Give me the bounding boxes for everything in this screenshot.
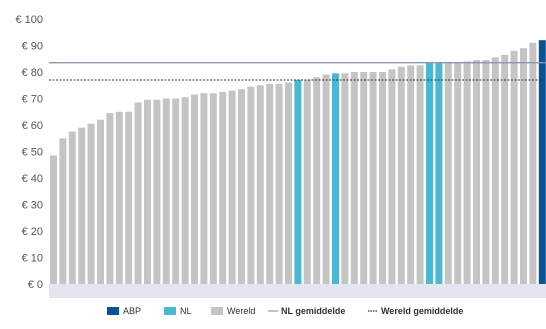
y-tick-label: € 0 xyxy=(28,279,43,291)
bar-world xyxy=(153,99,161,284)
bar-world xyxy=(285,82,292,284)
bar-world xyxy=(369,72,377,284)
bar-world xyxy=(68,131,76,284)
legend-item-abp: ABP xyxy=(107,306,141,316)
bar-world xyxy=(125,111,133,285)
bar-world xyxy=(106,113,114,284)
bar-world xyxy=(50,155,57,284)
y-tick-label: € 10 xyxy=(22,253,43,265)
y-tick-label: € 30 xyxy=(22,200,43,212)
legend-swatch-world xyxy=(211,307,223,315)
bar-world xyxy=(134,102,142,284)
bar-world xyxy=(209,93,217,284)
bar-abp xyxy=(538,40,546,285)
bar-world xyxy=(247,86,255,284)
bar-nl xyxy=(426,62,433,285)
bar-nl xyxy=(332,73,339,284)
legend-item-world: Wereld xyxy=(211,306,255,316)
bar-world xyxy=(529,42,537,284)
legend-label-world_avg: Wereld gemiddelde xyxy=(381,306,463,316)
bar-world xyxy=(454,62,462,285)
bar-world xyxy=(256,85,264,285)
bar-world xyxy=(350,72,358,284)
y-tick-label: € 70 xyxy=(22,94,43,106)
bar-world xyxy=(115,111,123,285)
bar-world xyxy=(463,61,471,285)
bar-world xyxy=(303,79,311,285)
y-tick-label: € 80 xyxy=(22,67,43,79)
bar-world xyxy=(238,89,245,284)
bar-nl xyxy=(294,79,302,285)
bar-world xyxy=(482,60,490,284)
bar-world xyxy=(510,50,518,284)
legend-swatch-nl xyxy=(164,307,176,315)
y-tick-label: € 50 xyxy=(22,147,43,159)
y-tick-label: € 40 xyxy=(22,173,43,185)
y-axis: € 0 € 10 € 20 € 30 € 40 € 50 € 60 € 70 € 80 € 90 €… xyxy=(15,14,546,298)
bar-world xyxy=(501,54,509,284)
bar-world xyxy=(407,65,415,285)
bar-world xyxy=(275,83,283,285)
bar-world xyxy=(379,72,386,284)
bar-world xyxy=(416,65,424,285)
bar-world xyxy=(322,74,330,284)
bar-world xyxy=(397,66,405,284)
y-tick-label: € 90 xyxy=(22,41,43,53)
plot-baseline-band xyxy=(49,284,546,298)
legend-swatch-abp xyxy=(107,307,119,315)
y-tick-label: € 20 xyxy=(22,226,43,238)
legend-item-world_avg: Wereld gemiddelde xyxy=(368,306,463,316)
bar-world xyxy=(87,123,95,284)
legend-label-nl_avg: NL gemiddelde xyxy=(281,306,345,316)
legend-item-nl_avg: NL gemiddelde xyxy=(268,306,345,316)
reference-lines xyxy=(49,62,546,81)
bar-world xyxy=(341,73,349,284)
bar-world xyxy=(266,83,274,285)
bar-world xyxy=(313,77,321,284)
bar-world xyxy=(520,48,527,285)
bar-world xyxy=(491,57,499,285)
bar-world xyxy=(228,90,236,284)
bar-world xyxy=(388,69,396,284)
bar-world xyxy=(162,98,170,284)
legend: ABP NL Wereld NL gemiddelde Wereld gemiddeld… xyxy=(107,306,463,316)
bar-world xyxy=(473,60,480,284)
bars-group xyxy=(50,40,546,285)
legend-label-abp: ABP xyxy=(123,306,141,316)
bar-world xyxy=(172,98,180,284)
bar-world xyxy=(181,97,189,284)
bar-world xyxy=(219,91,227,285)
bar-world xyxy=(200,93,208,284)
y-tick-label: € 60 xyxy=(22,120,43,132)
bar-world xyxy=(97,119,104,284)
bar-world xyxy=(144,99,151,284)
bar-world xyxy=(78,127,86,284)
y-tick-label: € 100 xyxy=(15,14,43,26)
bar-world xyxy=(444,62,452,285)
legend-label-nl: NL xyxy=(180,306,192,316)
legend-label-world: Wereld xyxy=(227,306,255,316)
bar-world xyxy=(59,138,67,285)
legend-item-nl: NL xyxy=(164,306,192,316)
bar-nl xyxy=(435,62,443,285)
bar-world xyxy=(191,94,198,284)
bar-world xyxy=(360,72,368,284)
